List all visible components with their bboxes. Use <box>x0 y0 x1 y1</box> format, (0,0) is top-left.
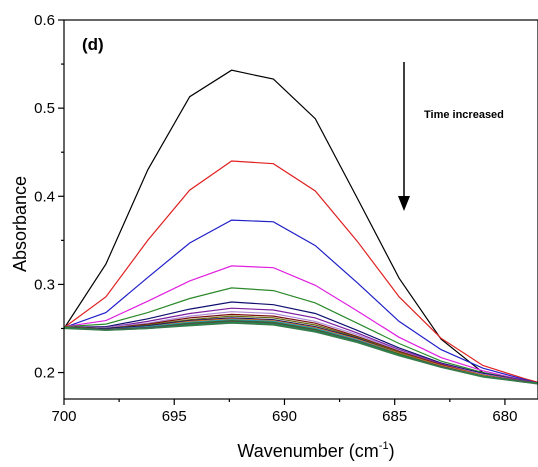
panel-label: (d) <box>82 35 104 54</box>
y-tick-label: 0.4 <box>34 188 55 205</box>
annotation-text: Time increased <box>424 109 504 121</box>
y-tick-label: 0.2 <box>34 365 55 382</box>
series-line-3 <box>64 219 538 384</box>
x-axis-title-main: Wavenumber (cm <box>237 441 378 461</box>
y-tick-label: 0.6 <box>34 12 55 29</box>
series-line-17 <box>64 322 538 385</box>
y-axis-title: Absorbance <box>10 176 30 272</box>
series-line-2 <box>64 160 538 383</box>
series-line-5 <box>64 287 538 384</box>
x-axis-title: Wavenumber (cm-1) <box>237 440 394 461</box>
x-tick-label: 700 <box>51 408 76 425</box>
x-axis-title-sup: -1 <box>379 440 389 452</box>
series-line-4 <box>64 265 538 384</box>
series-layer <box>64 69 538 385</box>
series-line-16 <box>64 321 538 384</box>
series-line-8 <box>64 311 538 384</box>
x-tick-label: 685 <box>382 408 407 425</box>
series-line-6 <box>64 301 538 384</box>
annotation-arrow <box>398 62 410 211</box>
x-tick-label: 690 <box>272 408 297 425</box>
x-axis-title-close: ) <box>389 441 395 461</box>
y-tick-label: 0.3 <box>34 276 55 293</box>
x-tick-label: 695 <box>162 408 187 425</box>
axes-layer: 700 695 690 685 680 0.2 0.3 0.4 0.5 0.6 <box>34 12 538 425</box>
y-tick-label: 0.5 <box>34 100 55 117</box>
plot-frame <box>63 19 538 400</box>
x-tick-label: 680 <box>492 408 517 425</box>
